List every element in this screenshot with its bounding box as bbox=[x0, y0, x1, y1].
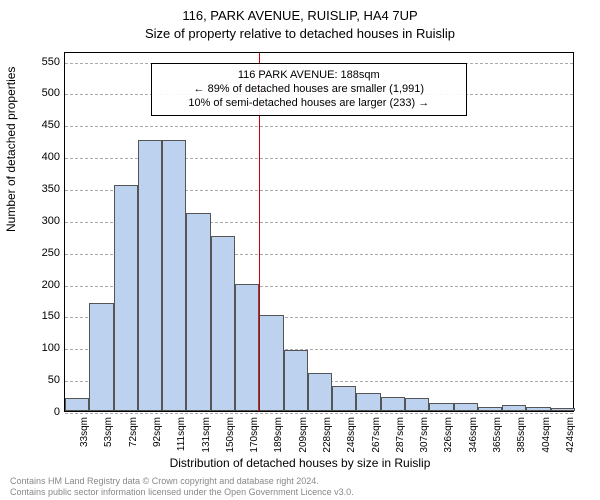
chart-title-sub: Size of property relative to detached ho… bbox=[0, 26, 600, 41]
y-tick-label: 300 bbox=[20, 215, 60, 227]
histogram-bar bbox=[89, 303, 113, 411]
histogram-bar bbox=[186, 213, 210, 411]
histogram-bar bbox=[235, 284, 259, 411]
x-axis-label: Distribution of detached houses by size … bbox=[0, 456, 600, 470]
y-tick-label: 450 bbox=[20, 119, 60, 131]
footer-line1: Contains HM Land Registry data © Crown c… bbox=[10, 476, 354, 487]
histogram-bar bbox=[478, 407, 502, 411]
histogram-bar bbox=[502, 405, 526, 411]
histogram-bar bbox=[356, 393, 380, 411]
y-axis-label: Number of detached properties bbox=[4, 67, 18, 232]
histogram-bar bbox=[381, 397, 405, 411]
histogram-bar bbox=[284, 350, 308, 411]
histogram-bar bbox=[526, 407, 550, 411]
histogram-bar bbox=[454, 403, 478, 411]
histogram-bar bbox=[211, 236, 235, 411]
histogram-bar bbox=[259, 315, 283, 411]
footer-attribution: Contains HM Land Registry data © Crown c… bbox=[10, 476, 354, 498]
chart-container: 116, PARK AVENUE, RUISLIP, HA4 7UP Size … bbox=[0, 0, 600, 500]
histogram-bar bbox=[332, 386, 356, 411]
histogram-bar bbox=[162, 140, 186, 411]
y-tick-label: 50 bbox=[20, 374, 60, 386]
y-tick-label: 350 bbox=[20, 183, 60, 195]
histogram-bar bbox=[308, 373, 332, 411]
histogram-bar bbox=[551, 408, 575, 411]
y-tick-label: 250 bbox=[20, 247, 60, 259]
y-axis-label-text: Number of detached properties bbox=[4, 67, 18, 232]
y-tick-label: 200 bbox=[20, 279, 60, 291]
histogram-bar bbox=[138, 140, 162, 411]
y-tick-label: 500 bbox=[20, 87, 60, 99]
y-tick-label: 150 bbox=[20, 310, 60, 322]
chart-title-main: 116, PARK AVENUE, RUISLIP, HA4 7UP bbox=[0, 8, 600, 23]
annotation-line2: ← 89% of detached houses are smaller (1,… bbox=[160, 82, 458, 96]
annotation-line3: 10% of semi-detached houses are larger (… bbox=[160, 96, 458, 110]
histogram-bar bbox=[405, 398, 429, 411]
y-tick-label: 400 bbox=[20, 151, 60, 163]
histogram-bar bbox=[114, 185, 138, 411]
y-tick-label: 0 bbox=[20, 406, 60, 418]
y-gridline bbox=[65, 413, 573, 414]
y-gridline bbox=[65, 126, 573, 127]
histogram-bar bbox=[65, 398, 89, 411]
annotation-box: 116 PARK AVENUE: 188sqm← 89% of detached… bbox=[151, 63, 467, 116]
y-tick-label: 100 bbox=[20, 342, 60, 354]
footer-line2: Contains public sector information licen… bbox=[10, 487, 354, 498]
y-tick-label: 550 bbox=[20, 56, 60, 68]
annotation-line1: 116 PARK AVENUE: 188sqm bbox=[160, 68, 458, 82]
histogram-bar bbox=[429, 403, 453, 411]
